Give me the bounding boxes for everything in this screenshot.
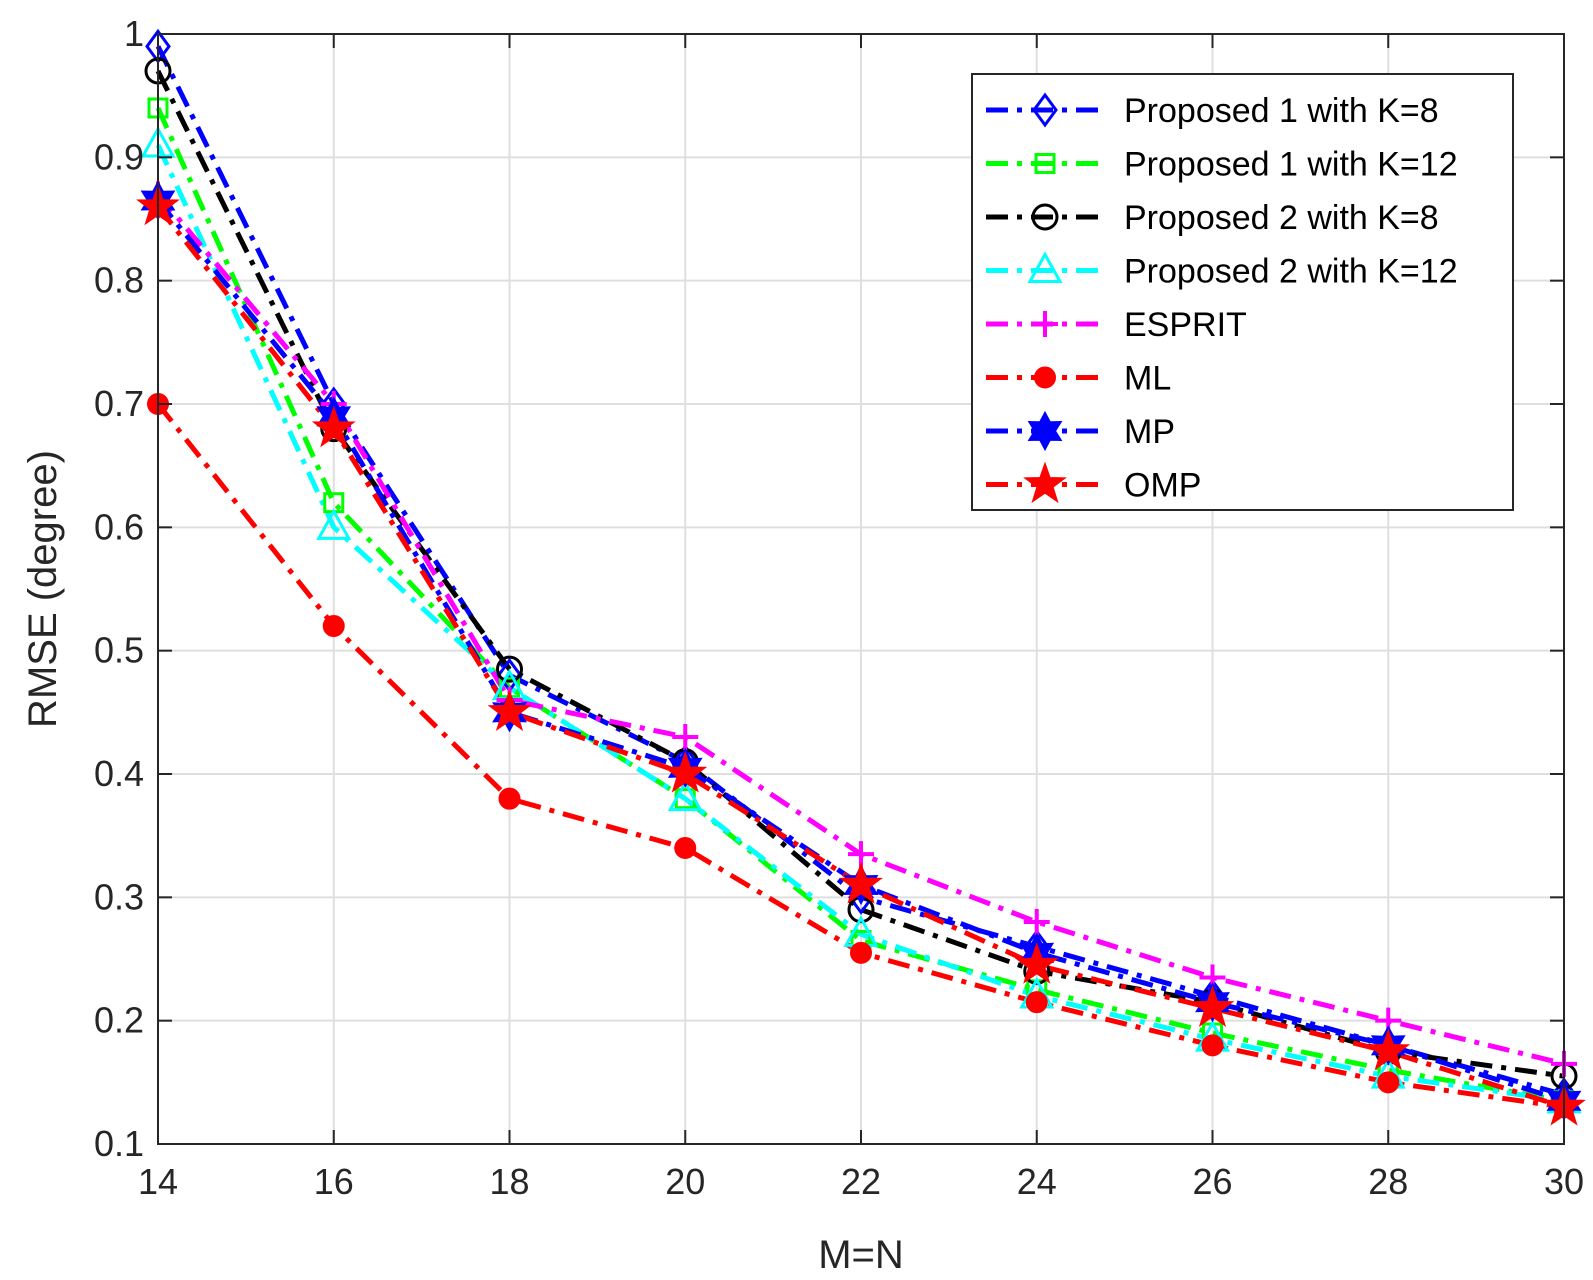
data-point bbox=[1014, 942, 1059, 984]
legend-entry: Proposed 1 with K=8 bbox=[986, 92, 1439, 130]
legend-label: Proposed 2 with K=8 bbox=[1124, 199, 1439, 237]
y-tick-label: 0.5 bbox=[94, 630, 144, 671]
data-point bbox=[311, 405, 356, 448]
legend-entry: MP bbox=[986, 410, 1175, 452]
legend-marker bbox=[1032, 311, 1058, 337]
data-point bbox=[487, 689, 532, 731]
legend-label: ESPRIT bbox=[1124, 306, 1247, 344]
legend-entry: Proposed 1 with K=12 bbox=[986, 146, 1458, 184]
x-tick-label: 30 bbox=[1544, 1161, 1584, 1202]
data-point bbox=[316, 508, 352, 540]
tick-labels: 14 16 18 20 22 24 26 28 30 0.1 0.2 0.3 0.4 0.5 0.6 0.7 0… bbox=[94, 13, 1584, 1202]
data-point bbox=[1023, 909, 1050, 935]
legend-marker bbox=[1034, 366, 1056, 389]
axes bbox=[157, 33, 1565, 1145]
legend-label: OMP bbox=[1124, 467, 1201, 505]
y-tick-label: 0.1 bbox=[94, 1123, 144, 1164]
data-point bbox=[1190, 985, 1235, 1027]
y-axis-label: RMSE (degree) bbox=[21, 450, 65, 728]
y-tick-label: 0.3 bbox=[94, 876, 144, 917]
y-tick-label: 0.7 bbox=[94, 383, 144, 424]
legend-marker bbox=[1027, 410, 1063, 452]
series-line-4 bbox=[155, 143, 1565, 1104]
legend-marker bbox=[1031, 203, 1059, 231]
x-tick-label: 14 bbox=[138, 1161, 178, 1202]
legend-label: ML bbox=[1124, 360, 1171, 398]
data-point bbox=[674, 837, 697, 859]
legend: Proposed 1 with K=8 Proposed 1 with K=12 P… bbox=[971, 73, 1514, 511]
y-tick-label: 0.9 bbox=[94, 136, 144, 177]
legend-label: Proposed 1 with K=8 bbox=[1124, 92, 1439, 130]
series-markers-6 bbox=[147, 393, 1575, 1118]
legend-label: Proposed 1 with K=12 bbox=[1124, 146, 1458, 184]
series-line-7 bbox=[156, 198, 1565, 1104]
data-point bbox=[1366, 1028, 1411, 1071]
data-point bbox=[1377, 1071, 1400, 1094]
legend-entry: ML bbox=[986, 360, 1171, 398]
x-tick-label: 24 bbox=[1017, 1161, 1057, 1202]
y-tick-label: 1 bbox=[124, 13, 144, 54]
data-point bbox=[839, 861, 883, 904]
x-axis-label: M=N bbox=[818, 1233, 904, 1277]
data-point bbox=[1025, 991, 1048, 1014]
data-point bbox=[322, 615, 345, 637]
data-point bbox=[667, 779, 703, 812]
data-point bbox=[850, 941, 872, 964]
legend-marker bbox=[1032, 92, 1058, 128]
legend-marker bbox=[1034, 153, 1056, 174]
x-tick-label: 20 bbox=[665, 1161, 705, 1202]
data-point bbox=[496, 655, 523, 683]
y-tick-label: 0.8 bbox=[94, 260, 144, 301]
legend-marker bbox=[1023, 461, 1067, 504]
series-line-3 bbox=[155, 69, 1565, 1079]
legend-label: MP bbox=[1124, 413, 1175, 451]
y-tick-label: 0.6 bbox=[94, 506, 144, 547]
data-point bbox=[498, 787, 521, 810]
data-point bbox=[1201, 1034, 1224, 1057]
x-tick-label: 16 bbox=[314, 1161, 354, 1202]
legend-entry: ESPRIT bbox=[986, 306, 1247, 344]
legend-entry: OMP bbox=[986, 461, 1201, 505]
legend-entry: Proposed 2 with K=12 bbox=[986, 251, 1458, 291]
y-tick-label: 0.4 bbox=[94, 753, 144, 794]
x-tick-label: 22 bbox=[841, 1161, 881, 1202]
data-point bbox=[663, 750, 708, 793]
legend-entry: Proposed 2 with K=8 bbox=[986, 199, 1439, 237]
x-tick-label: 18 bbox=[489, 1161, 529, 1202]
x-tick-label: 28 bbox=[1368, 1161, 1408, 1202]
legend-marker bbox=[1027, 251, 1063, 283]
legend-label: Proposed 2 with K=12 bbox=[1124, 253, 1458, 291]
legend-box bbox=[971, 73, 1514, 511]
y-tick-label: 0.2 bbox=[94, 1000, 144, 1041]
data-point bbox=[672, 724, 699, 750]
x-tick-label: 26 bbox=[1192, 1161, 1232, 1202]
